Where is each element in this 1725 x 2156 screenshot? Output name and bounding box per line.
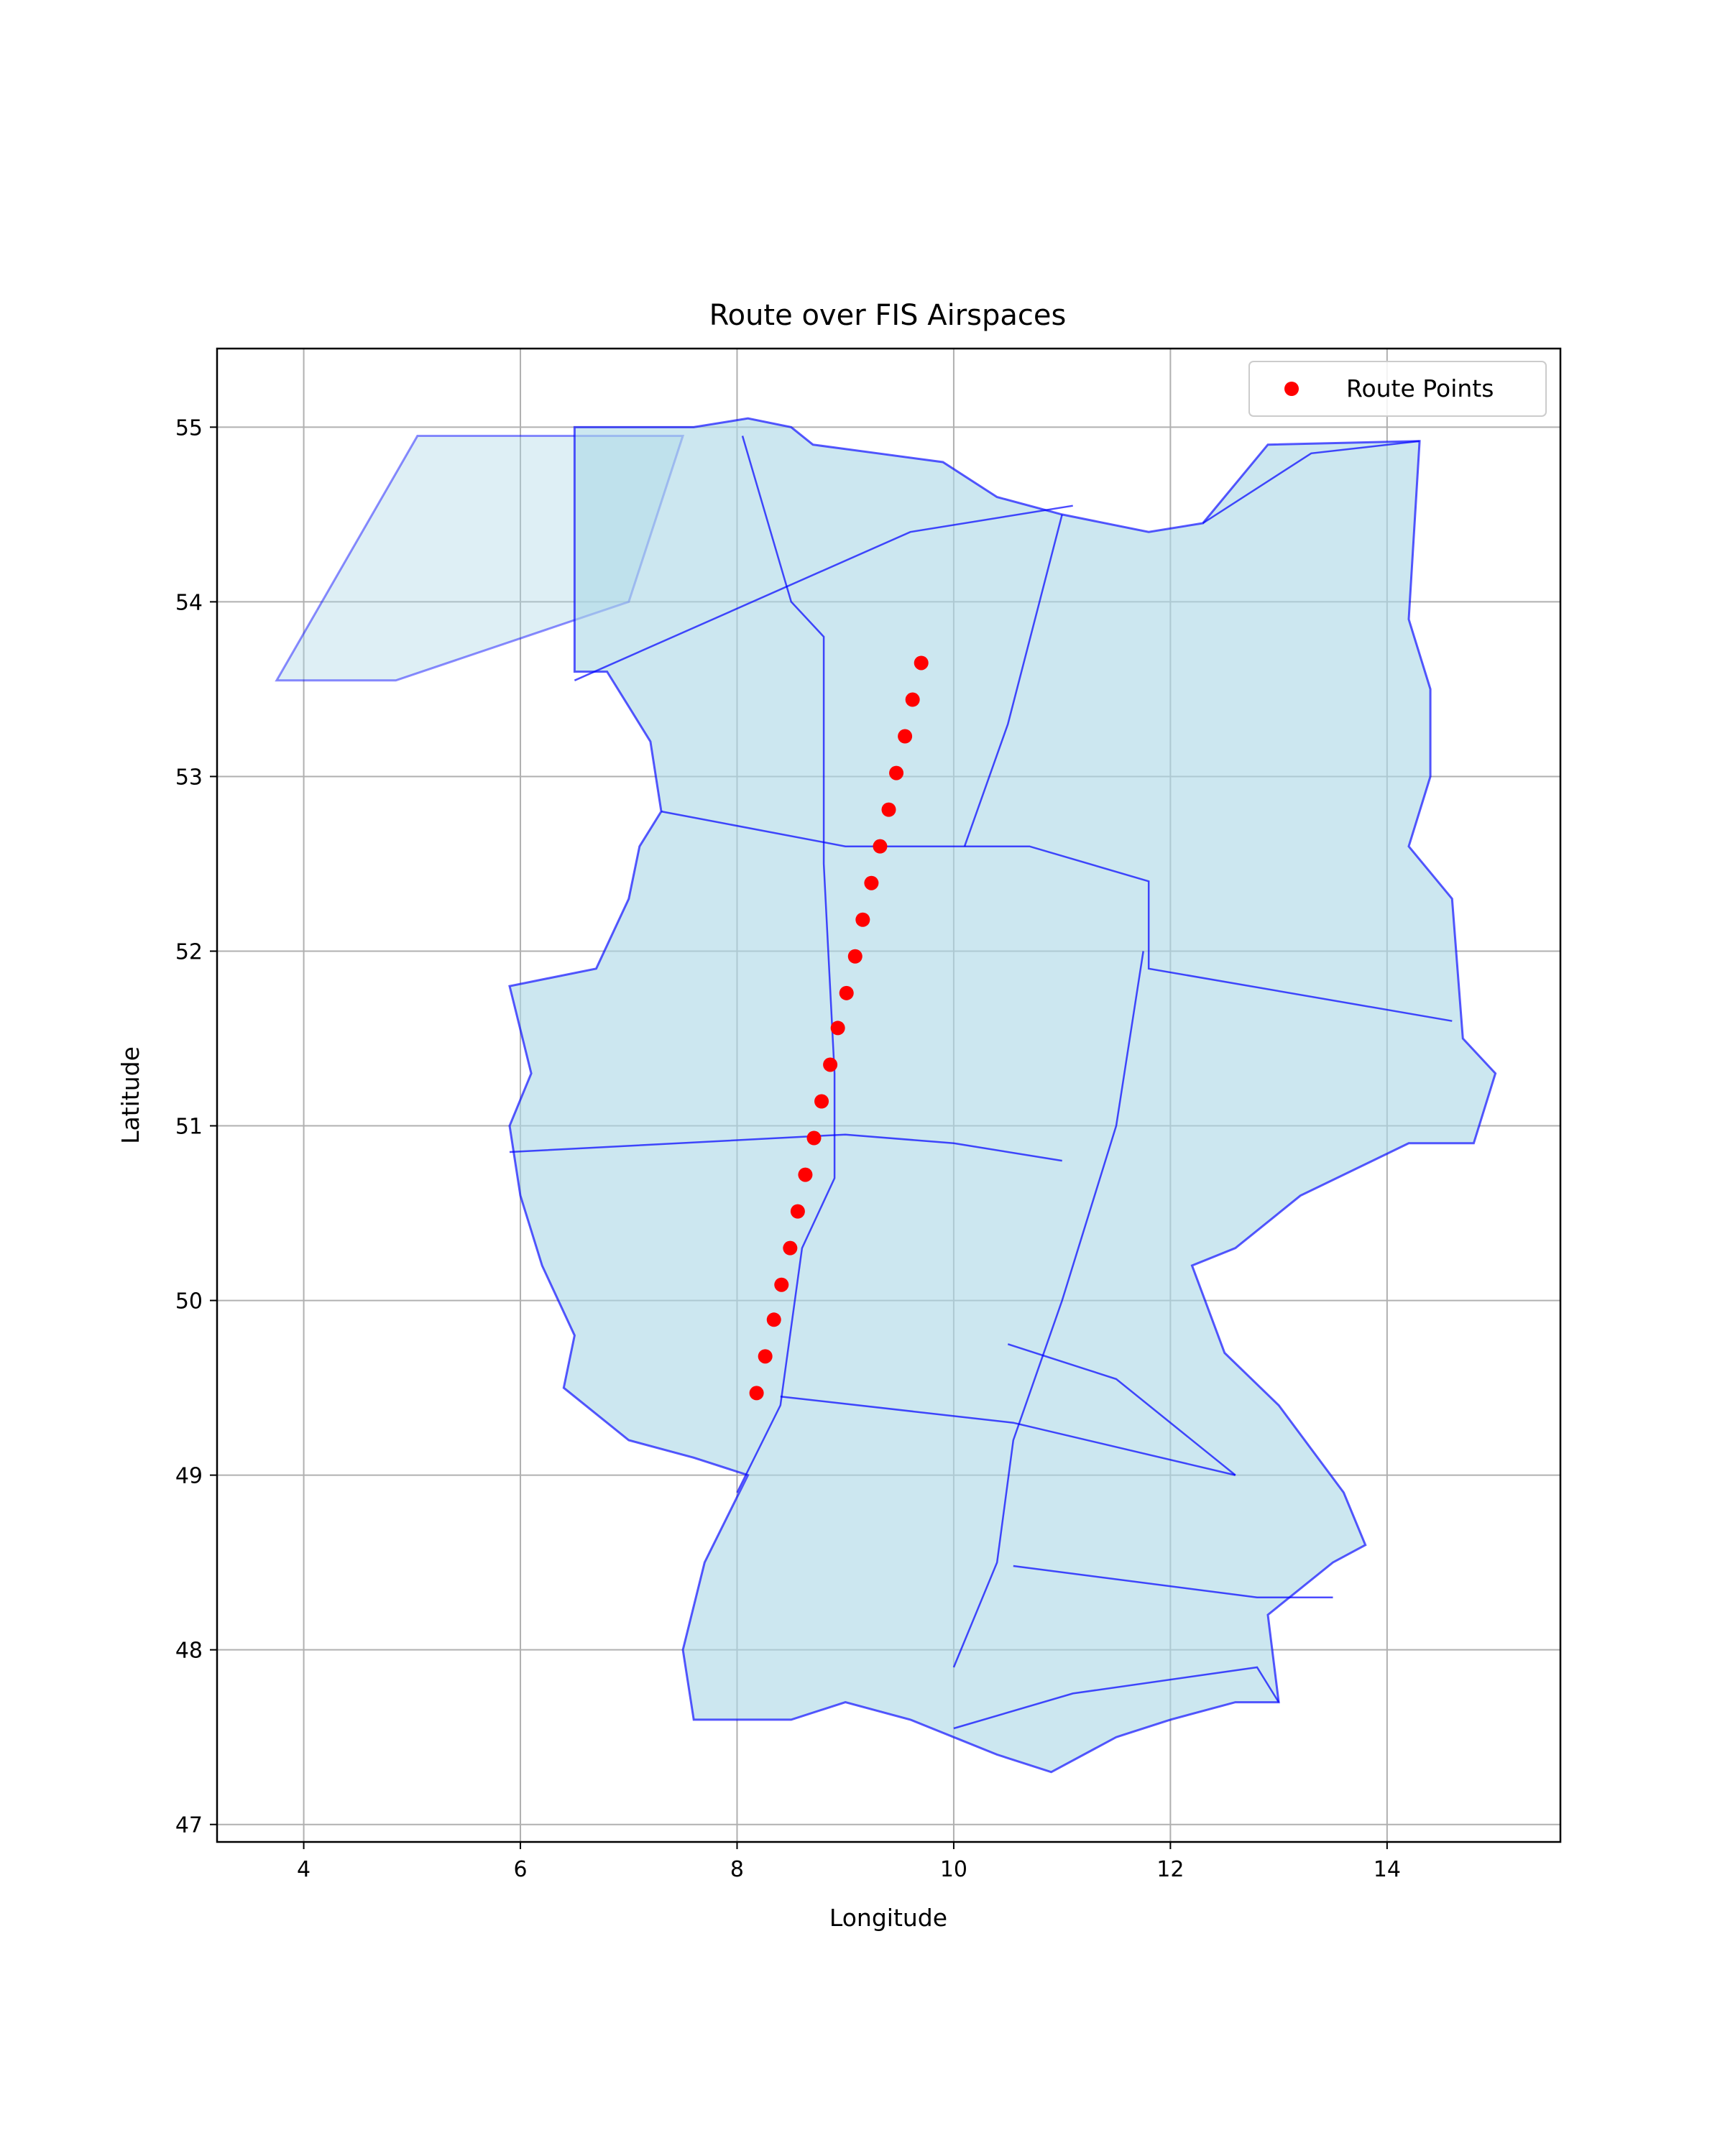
route-point (806, 1130, 822, 1146)
y-tick-label: 54 (175, 590, 203, 615)
route-point (898, 729, 913, 744)
y-axis: 47 48 49 50 51 52 53 54 55 (175, 415, 217, 1838)
y-axis-label: Latitude (116, 1046, 144, 1144)
route-point (798, 1167, 813, 1182)
airspace-sector-boundary (1013, 1565, 1333, 1598)
route-point (823, 1057, 838, 1072)
y-tick-label: 55 (175, 415, 203, 441)
y-tick-label: 49 (175, 1464, 203, 1489)
airspace-sector-boundary (963, 514, 1063, 847)
x-tick-label: 6 (513, 1857, 527, 1882)
y-tick-label: 52 (175, 939, 203, 964)
route-point (790, 1204, 805, 1219)
legend-marker-route-points (1284, 382, 1299, 396)
route-point (864, 875, 879, 890)
route-point (881, 802, 896, 817)
plot-area-frame (216, 347, 1562, 1843)
airspace-sector-boundary (661, 810, 1453, 1022)
y-tick-label: 53 (175, 765, 203, 790)
x-tick-label: 10 (940, 1857, 967, 1882)
airspace-sector-boundary (953, 1666, 1280, 1730)
chart-title: Route over FIS Airspaces (709, 299, 1067, 332)
route-point (889, 765, 904, 780)
route-point (839, 985, 854, 1000)
route-point (758, 1349, 773, 1364)
y-tick-label: 47 (175, 1813, 203, 1838)
route-points-series (749, 655, 929, 1401)
x-tick-label: 4 (297, 1857, 310, 1882)
x-axis-label: Longitude (829, 1904, 947, 1932)
route-point (766, 1312, 781, 1327)
x-tick-label: 12 (1156, 1857, 1184, 1882)
airspace-sector-boundary (1202, 440, 1420, 525)
fis-airspace-layer (275, 417, 1497, 1774)
route-point (905, 692, 920, 707)
route-point (774, 1277, 789, 1292)
legend: Route Points (1248, 361, 1547, 417)
x-tick-label: 14 (1374, 1857, 1401, 1882)
y-tick-label: 50 (175, 1289, 203, 1314)
airspace-sector-boundary (574, 505, 1073, 681)
airspace-sector-boundary (736, 436, 836, 1493)
airspace-sector-boundary (780, 1395, 1236, 1476)
airspace-sector-boundary (1007, 1343, 1236, 1476)
route-point (873, 839, 888, 854)
y-tick-label: 48 (175, 1639, 203, 1664)
airspace-sector-boundary (952, 951, 1144, 1668)
airspace-polygon-fir (508, 417, 1497, 1774)
x-tick-label: 8 (730, 1857, 744, 1882)
legend-label-route-points: Route Points (1346, 374, 1494, 402)
route-point (783, 1240, 798, 1256)
legend-box (1248, 361, 1547, 417)
route-point (847, 949, 862, 964)
route-point (814, 1094, 829, 1109)
route-point (830, 1021, 845, 1036)
airspace-sector-boundary (509, 1133, 1062, 1162)
x-axis: 4 6 8 10 12 14 (297, 1842, 1401, 1882)
route-point (914, 655, 929, 671)
route-point (749, 1386, 764, 1401)
y-tick-label: 51 (175, 1115, 203, 1140)
route-point (855, 912, 870, 927)
